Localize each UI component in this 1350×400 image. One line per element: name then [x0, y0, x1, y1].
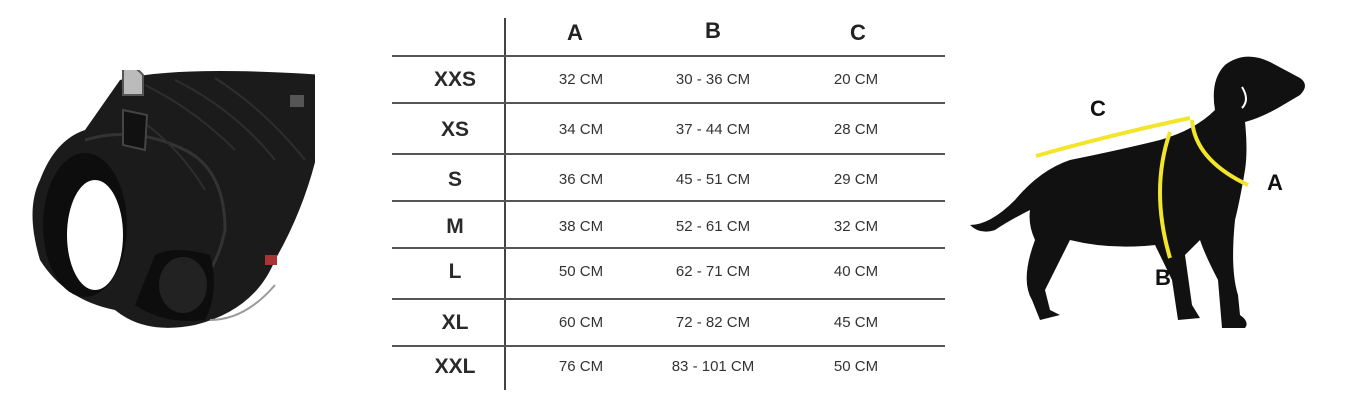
dog-measurement-diagram: [970, 56, 1305, 329]
cell-b: 83 - 101 CM: [671, 357, 755, 375]
size-label: M: [446, 214, 464, 238]
cell-b: 45 - 51 CM: [675, 170, 751, 188]
cell-a: 32 CM: [558, 70, 604, 88]
dog-silhouette: [970, 56, 1305, 329]
size-label: XL: [441, 310, 469, 334]
cell-a: 36 CM: [558, 170, 604, 188]
cell-c: 28 CM: [833, 120, 879, 138]
cell-b: 72 - 82 CM: [675, 313, 751, 331]
diagram-label-c: C: [1090, 96, 1106, 121]
size-label: XXS: [433, 67, 477, 91]
cell-c: 45 CM: [833, 313, 879, 331]
cell-b: 62 - 71 CM: [675, 262, 751, 280]
dog-vest-image: [32, 70, 315, 328]
row-divider: [392, 200, 945, 202]
size-label: XXL: [434, 354, 476, 378]
cell-b: 37 - 44 CM: [675, 120, 751, 138]
measure-line-b: [1158, 131, 1172, 259]
size-label: L: [448, 259, 462, 283]
cell-c: 29 CM: [833, 170, 879, 188]
diagram-label-b: B: [1155, 265, 1171, 290]
cell-c: 50 CM: [833, 357, 879, 375]
cell-c: 32 CM: [833, 217, 879, 235]
row-divider: [392, 55, 945, 57]
cell-b: 30 - 36 CM: [675, 70, 751, 88]
row-divider: [392, 153, 945, 155]
cell-c: 40 CM: [833, 262, 879, 280]
cell-a: 34 CM: [558, 120, 604, 138]
column-header-a: A: [567, 20, 583, 45]
row-divider: [392, 102, 945, 104]
size-label: XS: [440, 117, 469, 141]
table-column-divider: [504, 18, 506, 390]
cell-c: 20 CM: [833, 70, 879, 88]
row-divider: [392, 298, 945, 300]
column-header-b: B: [705, 18, 721, 43]
measure-line-c: [1035, 116, 1191, 158]
measure-line-a: [1190, 119, 1249, 187]
diagram-label-a: A: [1267, 170, 1283, 195]
cell-b: 52 - 61 CM: [675, 217, 751, 235]
cell-a: 60 CM: [558, 313, 604, 331]
column-header-c: C: [850, 20, 866, 45]
cell-a: 38 CM: [558, 217, 604, 235]
row-divider: [392, 247, 945, 249]
row-divider: [392, 345, 945, 347]
cell-a: 50 CM: [558, 262, 604, 280]
size-label: S: [447, 167, 462, 191]
cell-a: 76 CM: [558, 357, 604, 375]
